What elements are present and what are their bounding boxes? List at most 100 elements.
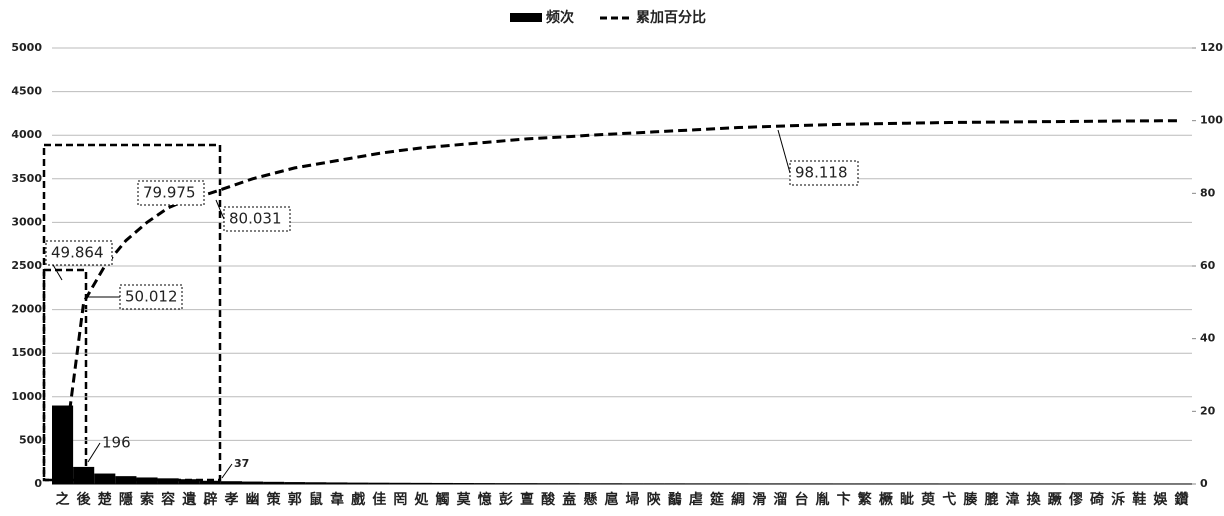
x-tick-label: 罔 xyxy=(393,492,407,508)
x-tick-label: 胤 xyxy=(816,491,830,508)
x-tick-label: 腠 xyxy=(963,491,978,508)
x-tick-label: 眦 xyxy=(900,491,914,508)
x-tick-label: 萸 xyxy=(921,491,936,508)
x-tick-label: 亶 xyxy=(520,491,534,508)
x-tick-label: 郭 xyxy=(288,491,302,508)
bar xyxy=(94,473,116,484)
y2-tick-label: 60 xyxy=(1200,259,1216,272)
x-tick-label: 筵 xyxy=(709,491,725,508)
bar xyxy=(537,483,559,484)
x-tick-label: 台 xyxy=(794,491,808,508)
bar xyxy=(410,482,432,484)
x-tick-label: 彭 xyxy=(499,491,513,508)
annotation: 50.012 xyxy=(125,288,178,306)
bar xyxy=(516,483,538,484)
y2-tick-label: 120 xyxy=(1200,41,1223,54)
x-tick-label: 湋 xyxy=(1006,491,1020,508)
x-tick-label: 楚 xyxy=(97,491,113,508)
bar xyxy=(178,479,200,484)
y-tick-label: 5000 xyxy=(11,41,42,54)
x-tick-label: 索 xyxy=(140,491,154,508)
x-tick-label: 懸 xyxy=(583,492,597,508)
bar xyxy=(284,482,306,484)
annotation-box xyxy=(119,284,183,310)
x-tick-label: 鷸 xyxy=(668,491,682,508)
y-tick-label: 4500 xyxy=(11,85,42,98)
x-tick-label: 策 xyxy=(266,491,282,508)
x-tick-label: 綢 xyxy=(731,491,745,508)
y-tick-label: 0 xyxy=(34,477,42,490)
annotation-leader xyxy=(221,463,233,479)
x-tick-label: 泝 xyxy=(1111,491,1125,508)
bar xyxy=(305,482,327,484)
annotation: 37 xyxy=(234,457,249,470)
bar xyxy=(368,482,390,484)
x-tick-label: 辟 xyxy=(203,491,217,508)
y-tick-label: 4000 xyxy=(11,128,42,141)
bar xyxy=(242,481,264,484)
bar xyxy=(263,481,285,484)
x-tick-label: 憶 xyxy=(478,491,492,508)
y-tick-label: 3500 xyxy=(11,172,42,185)
bar xyxy=(136,477,158,484)
annotation: 49.864 xyxy=(51,244,104,262)
x-tick-label: 孝 xyxy=(223,491,238,508)
bar xyxy=(115,476,137,484)
bar xyxy=(643,483,665,484)
bar xyxy=(453,483,475,484)
bar xyxy=(664,483,686,484)
x-tick-label: 莫 xyxy=(456,491,472,508)
x-tick-label: 膍 xyxy=(984,491,998,508)
highlight-box xyxy=(42,268,88,482)
annotation: 98.118 xyxy=(795,164,848,182)
y-tick-label: 1000 xyxy=(11,390,42,403)
x-tick-label: 鞋 xyxy=(1132,491,1146,508)
x-tick-label: 滑 xyxy=(752,491,766,508)
x-tick-label: 娛 xyxy=(1152,491,1167,508)
x-tick-label: 橛 xyxy=(879,491,894,508)
bar xyxy=(495,483,517,484)
annotation-box xyxy=(137,180,205,206)
x-tick-label: 後 xyxy=(77,491,92,508)
x-tick-label: 碕 xyxy=(1089,491,1104,508)
x-tick-label: 陝 xyxy=(647,492,662,508)
y2-tick-label: 80 xyxy=(1200,186,1216,199)
x-tick-label: 容 xyxy=(160,491,175,508)
x-tick-label: 戲 xyxy=(351,491,366,508)
bar xyxy=(622,483,644,484)
x-tick-label: 僇 xyxy=(1069,492,1083,508)
x-tick-label: 換 xyxy=(1027,491,1042,508)
legend-swatch xyxy=(510,13,542,22)
annotation-box xyxy=(223,206,291,232)
x-tick-label: 繁 xyxy=(857,491,873,508)
annotation-leader xyxy=(777,129,791,174)
x-tick-label: 溜 xyxy=(773,491,787,508)
y-tick-label: 500 xyxy=(19,433,42,446)
bar xyxy=(220,481,242,484)
x-tick-label: 鼠 xyxy=(309,491,323,508)
bar xyxy=(199,480,221,484)
annotation: 80.031 xyxy=(229,210,282,228)
annotation: 79.975 xyxy=(143,184,196,202)
annotation-leader xyxy=(215,199,225,220)
x-tick-label: 酸 xyxy=(541,491,556,508)
x-tick-label: 埽 xyxy=(626,491,640,508)
bar xyxy=(52,405,74,484)
y-tick-label: 2500 xyxy=(11,259,42,272)
bar xyxy=(600,483,622,484)
bar xyxy=(157,478,179,484)
annotation-box xyxy=(789,160,859,186)
legend-label: 频次 xyxy=(546,9,574,26)
y-tick-label: 1500 xyxy=(11,346,42,359)
x-tick-label: 遺 xyxy=(182,491,197,508)
bar xyxy=(326,482,348,484)
y2-tick-label: 0 xyxy=(1200,477,1208,490)
annotation: 196 xyxy=(102,434,131,452)
x-tick-label: 隱 xyxy=(119,491,133,508)
x-tick-label: 処 xyxy=(413,491,429,508)
bar xyxy=(389,482,411,484)
y2-tick-label: 100 xyxy=(1200,114,1223,127)
x-tick-label: 扈 xyxy=(604,491,618,508)
x-tick-label: 鑽 xyxy=(1174,491,1188,508)
